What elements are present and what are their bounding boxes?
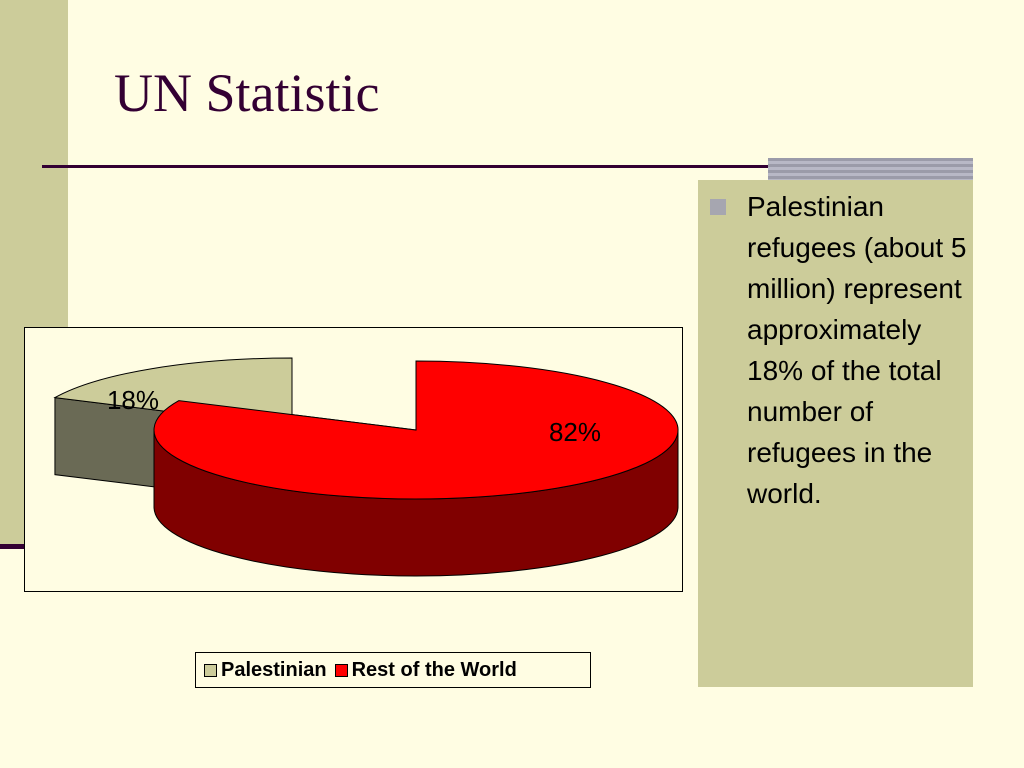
title-divider	[42, 165, 770, 168]
square-bullet-icon	[710, 199, 726, 215]
slide-title: UN Statistic	[114, 63, 380, 123]
pie-slice-rest-of-world	[153, 360, 679, 500]
data-label-palestinian: 18%	[107, 385, 159, 415]
legend-label-palestinian: Palestinian	[221, 658, 327, 681]
chart-legend: Palestinian Rest of the World	[195, 652, 591, 688]
legend-label-rest-of-world: Rest of the World	[351, 658, 517, 681]
data-label-rest-of-world: 82%	[549, 417, 601, 447]
legend-item-palestinian: Palestinian	[204, 659, 327, 682]
legend-swatch-rest-of-world	[334, 663, 348, 677]
legend-item-rest-of-world: Rest of the World	[334, 658, 517, 682]
bullet-text: Palestinian refugees (about 5 million) r…	[747, 191, 967, 509]
text-panel	[698, 180, 973, 687]
decorative-gray-bar	[768, 158, 973, 180]
legend-swatch-palestinian	[204, 663, 217, 677]
